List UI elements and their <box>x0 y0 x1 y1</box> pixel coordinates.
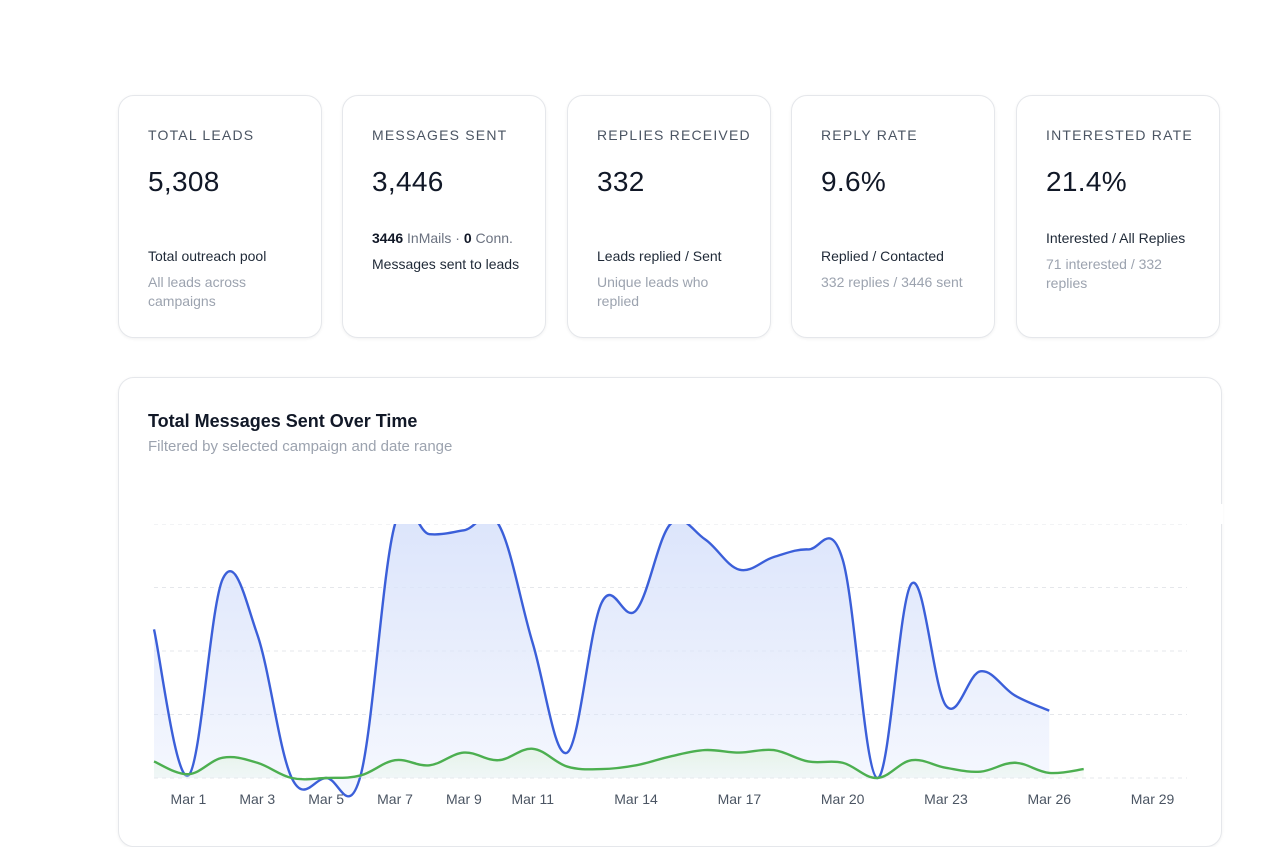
stat-card-footer: Interested / All Replies 71 interested /… <box>1046 229 1197 293</box>
stat-card-subtitle: Total outreach pool <box>148 248 267 264</box>
stat-card-messages-sent: MESSAGES SENT 3,446 3446 InMails · 0 Con… <box>342 95 546 338</box>
series-0-line <box>152 505 1050 798</box>
stat-card-detail: 71 interested / 332 replies <box>1046 256 1162 291</box>
x-tick-label: Mar 5 <box>308 791 344 807</box>
inmails-label: InMails <box>407 230 452 246</box>
x-tick-label: Mar 7 <box>377 791 413 807</box>
stat-card-title: REPLY RATE <box>821 127 918 143</box>
stat-card-value: 332 <box>597 166 645 197</box>
x-tick-label: Mar 1 <box>171 791 207 807</box>
stat-card-detail: Messages sent to leads <box>372 256 520 272</box>
stat-card-detail: 332 replies / 3446 sent <box>821 274 963 290</box>
x-tick-label: Mar 26 <box>1027 791 1071 807</box>
stat-card-footer: Leads replied / Sent Unique leads who re… <box>597 247 748 311</box>
x-tick-label: Mar 14 <box>614 791 658 807</box>
stat-card-value: 5,308 <box>148 166 220 197</box>
stat-card-footer: 3446 InMails · 0 Conn. Messages sent to … <box>372 229 523 274</box>
stat-card-title: MESSAGES SENT <box>372 127 508 143</box>
x-tick-label: Mar 23 <box>924 791 968 807</box>
x-tick-label: Mar 11 <box>511 791 554 807</box>
stat-card-title: REPLIES RECEIVED <box>597 127 751 143</box>
chart-top-mask <box>119 504 1223 524</box>
stat-card-subtitle: Replied / Contacted <box>821 248 944 264</box>
stat-card-title: TOTAL LEADS <box>148 127 255 143</box>
breakdown-separator: · <box>455 230 460 246</box>
stat-card-subtitle: Leads replied / Sent <box>597 248 722 264</box>
x-tick-label: Mar 17 <box>718 791 762 807</box>
stat-card-detail: Unique leads who replied <box>597 274 709 309</box>
stat-card-interested-rate: INTERESTED RATE 21.4% Interested / All R… <box>1016 95 1220 338</box>
messages-chart-card: Total Messages Sent Over Time Filtered b… <box>118 377 1223 847</box>
conn-count: 0 <box>463 230 472 246</box>
stat-card-total-leads: TOTAL LEADS 5,308 Total outreach pool Al… <box>118 95 322 338</box>
x-tick-label: Mar 20 <box>821 791 865 807</box>
stat-card-detail: All leads across campaigns <box>148 274 247 309</box>
messages-chart: Mar 1 Mar 3 Mar 5 Mar 7 Mar 9 Mar 11 Mar 14 Mar… <box>119 504 1223 807</box>
x-tick-label: Mar 9 <box>446 791 482 807</box>
stat-card-footer: Replied / Contacted 332 replies / 3446 s… <box>821 247 972 292</box>
stat-card-replies-received: REPLIES RECEIVED 332 Leads replied / Sen… <box>567 95 771 338</box>
stat-card-value: 3,446 <box>372 166 444 197</box>
series-0-area <box>154 506 1050 797</box>
conn-label: Conn. <box>475 230 513 246</box>
inmails-count: 3446 <box>372 230 404 246</box>
stat-card-reply-rate: REPLY RATE 9.6% Replied / Contacted 332 … <box>791 95 995 338</box>
message-breakdown: 3446 InMails · 0 Conn. <box>372 229 523 248</box>
x-tick-label: Mar 3 <box>239 791 275 807</box>
series-1-line <box>153 747 1084 781</box>
stat-card-title: INTERESTED RATE <box>1046 127 1193 143</box>
stat-card-value: 9.6% <box>821 166 887 197</box>
series-1-area <box>154 748 1084 780</box>
stat-card-subtitle: Interested / All Replies <box>1046 230 1186 246</box>
stat-card-footer: Total outreach pool All leads across cam… <box>148 247 299 311</box>
chart-title: Total Messages Sent Over Time <box>148 411 418 431</box>
stat-card-value: 21.4% <box>1046 166 1127 197</box>
chart-subtitle: Filtered by selected campaign and date r… <box>148 438 453 455</box>
x-tick-label: Mar 29 <box>1131 791 1175 807</box>
